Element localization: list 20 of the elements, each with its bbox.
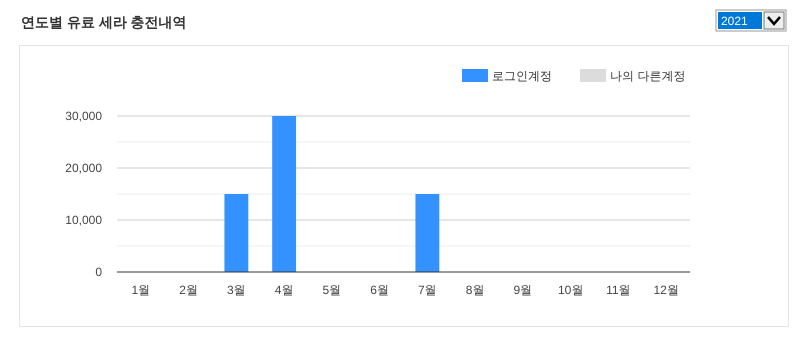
- x-tick-label: 2월: [179, 283, 198, 297]
- year-select: 2021: [716, 10, 786, 32]
- x-tick-label: 11월: [606, 283, 631, 297]
- chart-title: 연도별 유료 세라 충전내역: [21, 14, 187, 30]
- x-tick-label: 6월: [370, 283, 389, 297]
- y-tick-label: 10,000: [65, 213, 102, 227]
- x-tick-label: 8월: [466, 283, 484, 297]
- x-tick-label: 9월: [514, 283, 532, 297]
- x-tick-label: 7월: [418, 283, 437, 297]
- y-tick-label: 30,000: [65, 109, 102, 123]
- legend-label: 나의 다른계정: [610, 69, 686, 83]
- x-tick-label: 5월: [322, 283, 342, 297]
- y-tick-label: 0: [95, 265, 102, 279]
- legend-label: 로그인계정: [492, 69, 552, 83]
- y-tick-label: 20,000: [65, 161, 102, 175]
- x-tick-label: 10월: [558, 283, 584, 297]
- x-tick-label: 3월: [227, 283, 246, 297]
- x-tick-label: 4월: [274, 283, 294, 297]
- x-tick-label: 12월: [653, 283, 679, 297]
- x-tick-label: 1월: [132, 283, 150, 297]
